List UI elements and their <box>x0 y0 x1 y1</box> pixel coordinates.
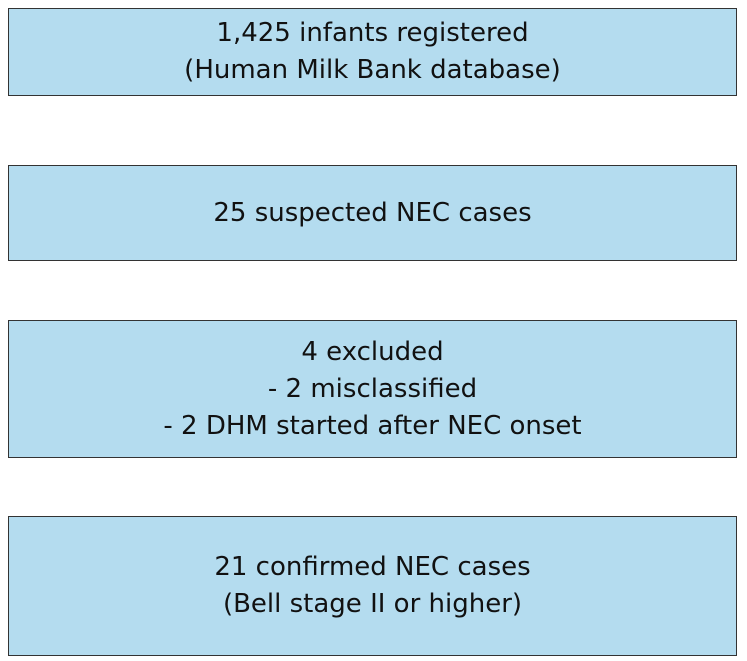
flow-box: 4 excluded - 2 misclassified - 2 DHM start… <box>8 320 737 458</box>
box-text: (Human Milk Bank database) <box>184 55 561 85</box>
box-text: 4 excluded <box>301 336 444 367</box>
box-text: - 2 DHM started after NEC onset <box>163 410 582 441</box>
box-text: 1,425 infants registered <box>216 18 529 48</box>
flow-box: 21 confirmed NEC cases (Bell stage II or … <box>8 516 737 656</box>
flow-box: 1,425 infants registered (Human Milk Bank… <box>8 8 737 96</box>
box-text: 21 confirmed NEC cases <box>214 552 531 582</box>
box-text: (Bell stage II or higher) <box>222 589 523 619</box>
box-text: - 2 misclassified <box>267 373 478 404</box>
box-text: 25 suspected NEC cases <box>213 197 532 228</box>
flow-box: 25 suspected NEC cases <box>8 165 737 261</box>
